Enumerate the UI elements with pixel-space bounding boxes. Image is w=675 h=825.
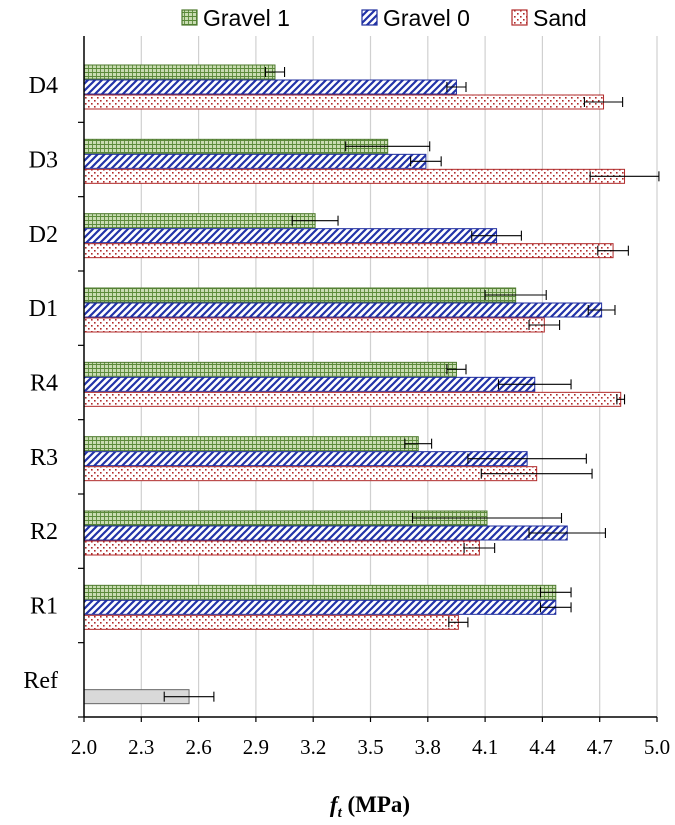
x-tick-label: 4.1 (472, 735, 498, 759)
category-label-ref: Ref (23, 668, 58, 694)
x-tick-label: 2.3 (128, 735, 154, 759)
legend-label-gravel-1: Gravel 1 (203, 5, 290, 31)
labels: 2.0 2.3 2.6 2.9 3.2 3.5 3.8 4.1 4.4 4.7 5.0 D4 D3 D2 D… (23, 73, 670, 821)
axes (78, 36, 658, 722)
legend-swatch-gravel-0 (361, 9, 378, 26)
x-tick-label: 3.8 (415, 735, 441, 759)
bar-gravel-0-d3 (83, 153, 427, 169)
bar-gravel-0-r1 (83, 599, 557, 615)
x-axis-title-unit: (MPa) (342, 792, 410, 817)
legend-swatch-sand (511, 9, 528, 26)
category-label-r1: R1 (30, 594, 58, 620)
category-label-r4: R4 (30, 371, 58, 397)
bar-gravel-1-r3 (83, 436, 419, 452)
legend-label-sand: Sand (533, 5, 587, 31)
x-tick-label: 5.0 (644, 735, 670, 759)
bar-gravel-1-d3 (83, 138, 389, 154)
category-label-r2: R2 (30, 519, 58, 545)
x-axis-title: ft (MPa) (330, 792, 410, 821)
bar-gravel-1-d4 (83, 64, 276, 80)
category-label-d3: D3 (29, 148, 58, 174)
bar-sand-r3 (83, 466, 538, 482)
bar-sand-r1 (83, 614, 459, 630)
x-tick-label: 3.2 (300, 735, 326, 759)
x-axis-title-subscript: t (338, 805, 343, 821)
bar-gravel-0-d1 (83, 302, 603, 318)
x-tick-label: 4.7 (587, 735, 613, 759)
category-label-d4: D4 (29, 73, 58, 99)
bar-sand-d3 (83, 168, 626, 184)
x-tick-label: 2.6 (185, 735, 211, 759)
bar-gravel-1-r4 (83, 361, 457, 377)
bar-gravel-1-d1 (83, 287, 517, 303)
legend-swatch-gravel-1 (181, 9, 198, 26)
bar-gravel-1-d2 (83, 213, 316, 229)
bar-sand-d4 (83, 94, 605, 110)
x-tick-label: 3.5 (357, 735, 383, 759)
x-tick-label: 2.0 (71, 735, 97, 759)
category-label-d2: D2 (29, 222, 58, 248)
bar-gravel-0-d2 (83, 228, 498, 244)
bar-sand-d1 (83, 317, 545, 333)
bar-sand-d2 (83, 243, 614, 259)
bar-gravel-1-r1 (83, 584, 557, 600)
bar-gravel-0-r3 (83, 451, 528, 467)
x-tick-label: 4.4 (529, 735, 556, 759)
bar-sand-r4 (83, 391, 622, 407)
category-label-d1: D1 (29, 296, 58, 322)
legend: Gravel 1 Gravel 0 Sand (181, 5, 587, 31)
bar-gravel-0-d4 (83, 79, 457, 95)
legend-label-gravel-0: Gravel 0 (383, 5, 470, 31)
bar-gravel-0-r2 (83, 525, 568, 541)
category-label-r3: R3 (30, 445, 58, 471)
x-axis-title-symbol: f (330, 792, 340, 817)
bars (83, 64, 660, 705)
bar-gravel-0-r4 (83, 376, 536, 392)
x-tick-label: 2.9 (243, 735, 269, 759)
bar-sand-r2 (83, 540, 480, 556)
